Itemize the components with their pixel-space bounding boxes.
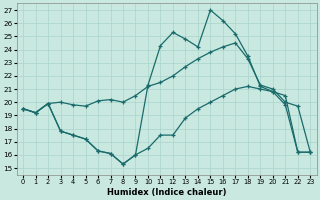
X-axis label: Humidex (Indice chaleur): Humidex (Indice chaleur) (107, 188, 227, 197)
